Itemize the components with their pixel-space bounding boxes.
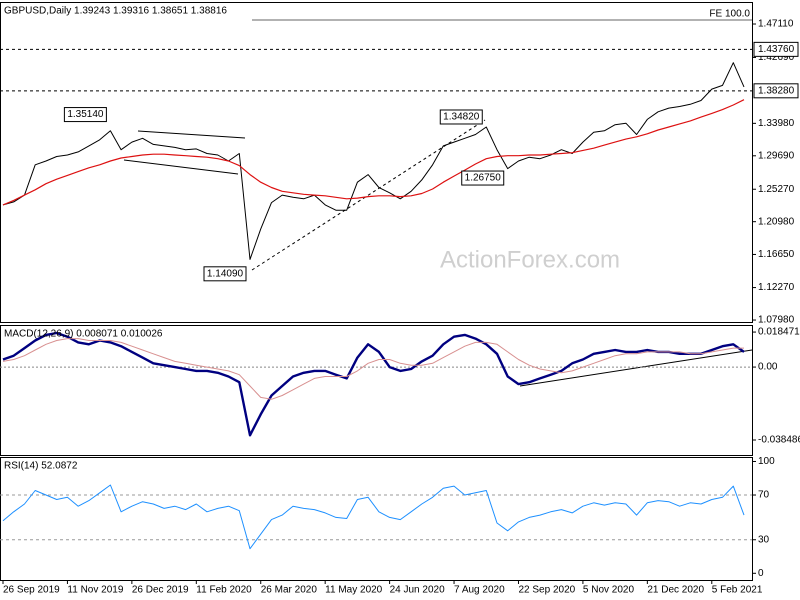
x-tick-label: 24 Jun 2020: [390, 585, 445, 596]
y-tick-label: 1.47110: [758, 19, 794, 30]
annotation-label: 1.35140: [67, 109, 104, 120]
annotation-box: [439, 109, 483, 125]
x-tick-label: 5 Nov 2020: [583, 585, 635, 596]
annotation-label: 1.26750: [465, 173, 502, 184]
fe-label: FE 100.0: [709, 9, 750, 20]
panel-title: RSI(14) 52.0872: [4, 461, 78, 472]
y-tick-label: 70: [758, 490, 770, 501]
x-tick-label: 11 Feb 2020: [196, 585, 252, 596]
channel-line: [123, 159, 239, 175]
series-line: [2, 331, 745, 437]
series-line: [2, 484, 745, 550]
y-tick-label: 0.018471: [758, 327, 800, 338]
annotation-box: [461, 170, 505, 186]
price-level-label: 1.43760: [758, 44, 795, 55]
x-tick-label: 11 Nov 2019: [67, 585, 123, 596]
y-tick-label: 1.07980: [758, 315, 795, 326]
x-tick-label: 26 Dec 2019: [132, 585, 189, 596]
panel-title: MACD(12,26,9) 0.008071 0.010026: [4, 329, 163, 340]
x-tick-label: 7 Aug 2020: [454, 585, 505, 596]
x-tick-label: 11 May 2020: [325, 585, 383, 596]
y-tick-label: 1.16650: [758, 249, 795, 260]
y-tick-label: 0.00: [758, 362, 778, 373]
y-tick-label: 1.20980: [758, 216, 795, 227]
annotation-box: [63, 107, 107, 123]
y-tick-label: 1.33980: [758, 118, 795, 129]
annotation-label: 1.14090: [207, 268, 244, 279]
channel-line: [137, 130, 246, 139]
y-tick-label: -0.038486: [758, 435, 800, 446]
price-level-box: [753, 83, 799, 99]
panel-frame: [0, 325, 753, 456]
panel-frame: [0, 2, 753, 323]
x-tick-label: 21 Dec 2020: [647, 585, 704, 596]
price-level-box: [753, 41, 799, 57]
annotation-box: [203, 266, 247, 282]
x-tick-label: 5 Feb 2021: [712, 585, 763, 596]
series-line: [2, 338, 744, 400]
y-tick-label: 1.42690: [758, 52, 795, 63]
series-line: [2, 62, 745, 260]
x-tick-label: 26 Mar 2020: [261, 585, 318, 596]
y-tick-label: 30: [758, 534, 770, 545]
panel-frame: [0, 457, 753, 581]
price-level-label: 1.38280: [758, 85, 795, 96]
watermark: ActionForex.com: [440, 246, 620, 273]
y-tick-label: 1.25270: [758, 184, 795, 195]
panel-title: GBPUSD,Daily 1.39243 1.39316 1.38651 1.3…: [4, 6, 227, 17]
y-tick-label: 1.12270: [758, 282, 795, 293]
y-tick-label: 1.29690: [758, 150, 795, 161]
x-tick-label: 26 Sep 2019: [3, 585, 60, 596]
y-tick-label: 100: [758, 456, 775, 467]
x-tick-label: 22 Sep 2020: [518, 585, 575, 596]
y-tick-label: 0: [758, 568, 764, 579]
annotation-label: 1.34820: [443, 112, 480, 123]
macd-trend-line: [519, 349, 753, 387]
series-line: [2, 99, 745, 206]
